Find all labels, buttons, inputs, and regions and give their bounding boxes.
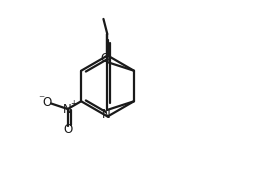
Text: O: O bbox=[42, 96, 51, 109]
Text: O: O bbox=[63, 123, 72, 136]
Text: N: N bbox=[102, 108, 110, 121]
Text: N: N bbox=[63, 103, 72, 116]
Text: +: + bbox=[70, 99, 76, 108]
Text: ⁻: ⁻ bbox=[38, 94, 44, 107]
Text: O: O bbox=[100, 52, 109, 65]
